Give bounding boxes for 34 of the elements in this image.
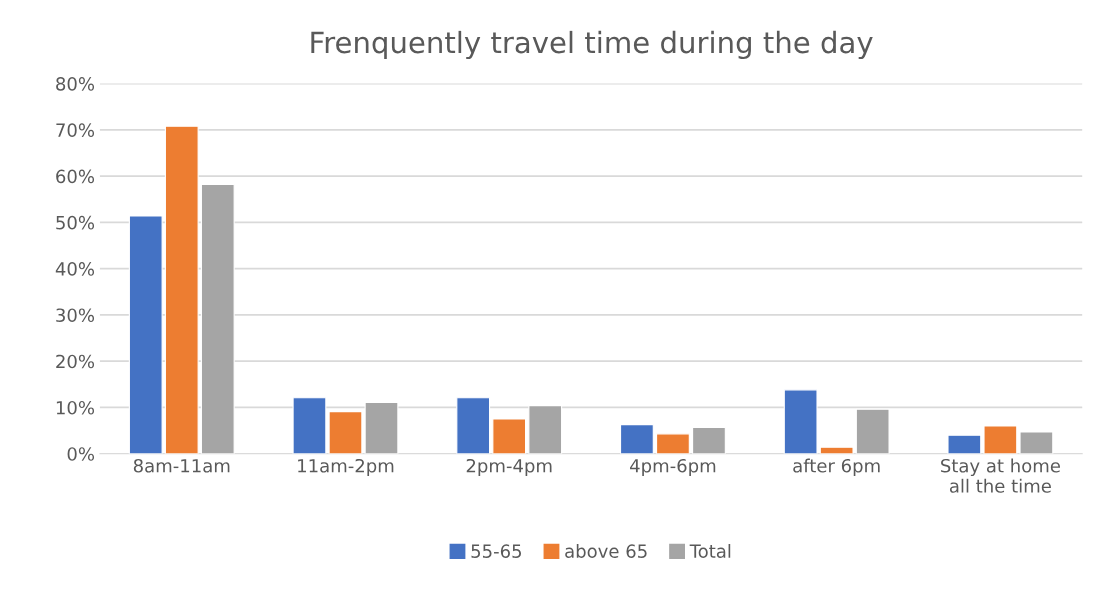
bar: [128, 215, 163, 454]
bar: [164, 125, 199, 454]
y-tick-label: 0%: [67, 447, 95, 461]
bar: [656, 433, 690, 454]
x-tick-label: 8am-11am: [133, 458, 230, 473]
bar: [292, 397, 327, 454]
x-tick-label: 4pm-6pm: [630, 458, 716, 477]
x-tick-label: 2pm-4pm: [466, 458, 552, 477]
bar: [200, 183, 235, 454]
legend-label: 55-65: [471, 544, 522, 558]
x-tick-label: after 6pm: [793, 458, 880, 477]
x-tick-label: Stay at home all the time: [941, 458, 1060, 493]
bar: [619, 424, 654, 454]
bar: [1019, 431, 1054, 454]
y-tick-label: 50%: [56, 215, 95, 230]
y-tick-label: 70%: [56, 123, 95, 137]
bar: [983, 425, 1018, 454]
y-tick-label: 60%: [56, 169, 95, 184]
bar: [692, 426, 726, 454]
chart-title: Frenquently travel time during the day: [311, 30, 873, 60]
y-tick-label: 30%: [56, 308, 95, 323]
bar: [855, 408, 890, 454]
y-tick-label: 10%: [56, 400, 95, 415]
bar: [528, 405, 563, 454]
legend-label: Total: [689, 544, 731, 558]
legend-label: above 65: [565, 544, 647, 558]
y-tick-label: 40%: [55, 262, 95, 276]
x-tick-label: 11am-2pm: [298, 458, 394, 477]
bar: [492, 418, 527, 454]
y-tick-label: 20%: [56, 354, 95, 369]
bar: [947, 434, 982, 454]
bar: [783, 389, 818, 454]
y-tick-label: 80%: [56, 77, 95, 91]
bar: [456, 397, 491, 454]
